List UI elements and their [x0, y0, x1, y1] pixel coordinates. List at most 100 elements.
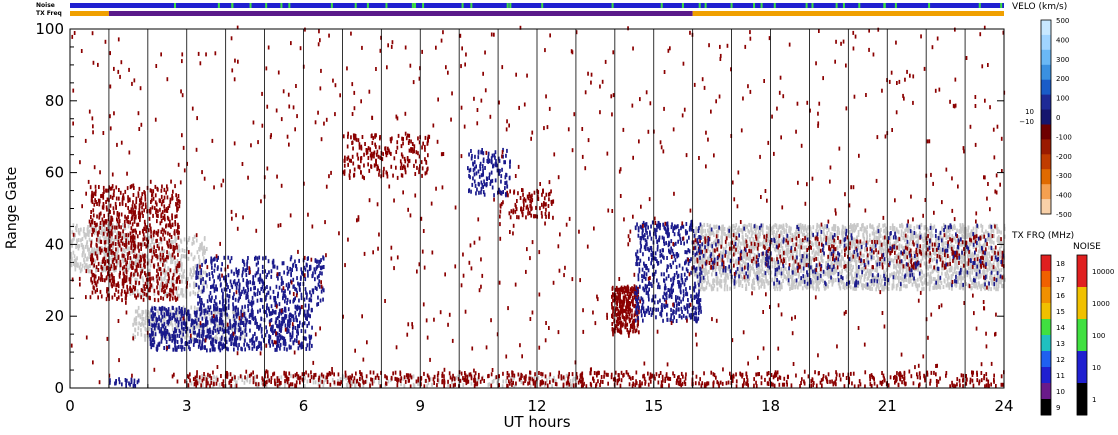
data-cell: [200, 326, 202, 331]
data-cell: [989, 254, 991, 259]
data-cell: [166, 195, 169, 200]
data-cell: [193, 270, 195, 275]
data-cell: [861, 253, 863, 258]
data-cell: [941, 255, 944, 260]
data-cell: [823, 286, 826, 291]
data-cell: [73, 236, 75, 241]
data-cell: [895, 272, 897, 277]
data-cell: [861, 273, 863, 277]
data-cell: [752, 244, 755, 249]
data-cell: [780, 230, 783, 235]
data-cell: [869, 233, 871, 238]
data-cell: [109, 234, 111, 239]
data-cell: [988, 224, 990, 229]
data-cell: [727, 255, 730, 259]
data-cell: [969, 249, 972, 254]
data-cell: [741, 235, 744, 240]
data-cell: [134, 246, 136, 251]
data-cell: [820, 258, 823, 263]
data-cell: [787, 281, 790, 285]
data-cell: [718, 281, 721, 286]
data-cell: [745, 286, 748, 291]
data-cell: [232, 316, 235, 321]
data-cell: [780, 254, 782, 259]
data-cell: [162, 317, 165, 322]
txfreq-segment: [108, 11, 693, 16]
data-cell: [921, 248, 924, 252]
data-cell: [943, 241, 945, 246]
data-cell: [896, 254, 898, 259]
data-cell: [244, 319, 247, 324]
data-cell: [93, 225, 95, 230]
data-cell: [969, 254, 972, 259]
data-cell: [957, 280, 959, 284]
data-cell: [178, 293, 180, 298]
data-cell: [953, 267, 956, 272]
data-cell: [99, 221, 102, 225]
data-cell: [762, 279, 765, 284]
data-cell: [90, 215, 92, 219]
data-cell: [721, 252, 724, 256]
data-cell: [122, 193, 125, 198]
data-cell: [962, 234, 964, 239]
data-cell: [174, 269, 177, 274]
data-cell: [839, 244, 841, 249]
data-cell: [185, 291, 188, 295]
data-cell: [903, 233, 906, 238]
data-cell: [798, 230, 800, 234]
data-cell: [997, 280, 1000, 285]
data-cell: [164, 289, 166, 294]
data-cell: [148, 216, 151, 221]
data-cell: [100, 231, 102, 235]
data-cell: [744, 278, 746, 283]
data-cell: [162, 270, 165, 275]
data-cell: [161, 199, 164, 204]
data-cell: [917, 235, 920, 240]
data-cell: [781, 285, 783, 290]
data-cell: [753, 246, 756, 251]
data-cell: [227, 315, 230, 320]
data-cell: [174, 222, 177, 227]
data-cell: [167, 223, 170, 228]
data-cell: [815, 285, 818, 290]
data-cell: [848, 272, 851, 277]
data-cell: [170, 258, 173, 263]
data-cell: [700, 229, 702, 234]
data-cell: [161, 281, 164, 286]
data-cell: [179, 273, 181, 277]
data-cell: [859, 249, 862, 253]
data-cell: [231, 384, 233, 389]
data-cell: [974, 284, 976, 288]
data-cell: [922, 253, 925, 258]
data-cell: [744, 243, 747, 248]
data-cell: [936, 267, 938, 272]
data-cell: [94, 251, 97, 256]
data-cell: [178, 204, 181, 209]
data-cell: [136, 289, 139, 294]
data-cell: [491, 380, 494, 384]
data-cell: [786, 275, 789, 280]
data-cell: [149, 263, 152, 268]
data-cell: [860, 283, 863, 288]
data-cell: [240, 335, 243, 340]
data-cell: [144, 222, 146, 227]
data-cell: [875, 230, 878, 235]
data-cell: [234, 384, 236, 389]
data-cell: [734, 235, 737, 240]
data-cell: [137, 257, 139, 262]
data-cell: [913, 267, 916, 272]
data-cell: [141, 269, 143, 274]
data-cell: [834, 270, 836, 275]
data-cell: [840, 278, 842, 283]
data-cell: [850, 268, 852, 273]
data-cell: [171, 252, 174, 257]
data-cell: [934, 265, 936, 269]
data-cell: [931, 244, 934, 249]
data-cell: [144, 333, 147, 338]
data-cell: [830, 263, 833, 267]
data-cell: [916, 277, 919, 282]
data-cell: [197, 275, 200, 279]
data-cell: [950, 249, 953, 254]
data-cell: [203, 259, 205, 264]
data-cell: [784, 275, 786, 280]
